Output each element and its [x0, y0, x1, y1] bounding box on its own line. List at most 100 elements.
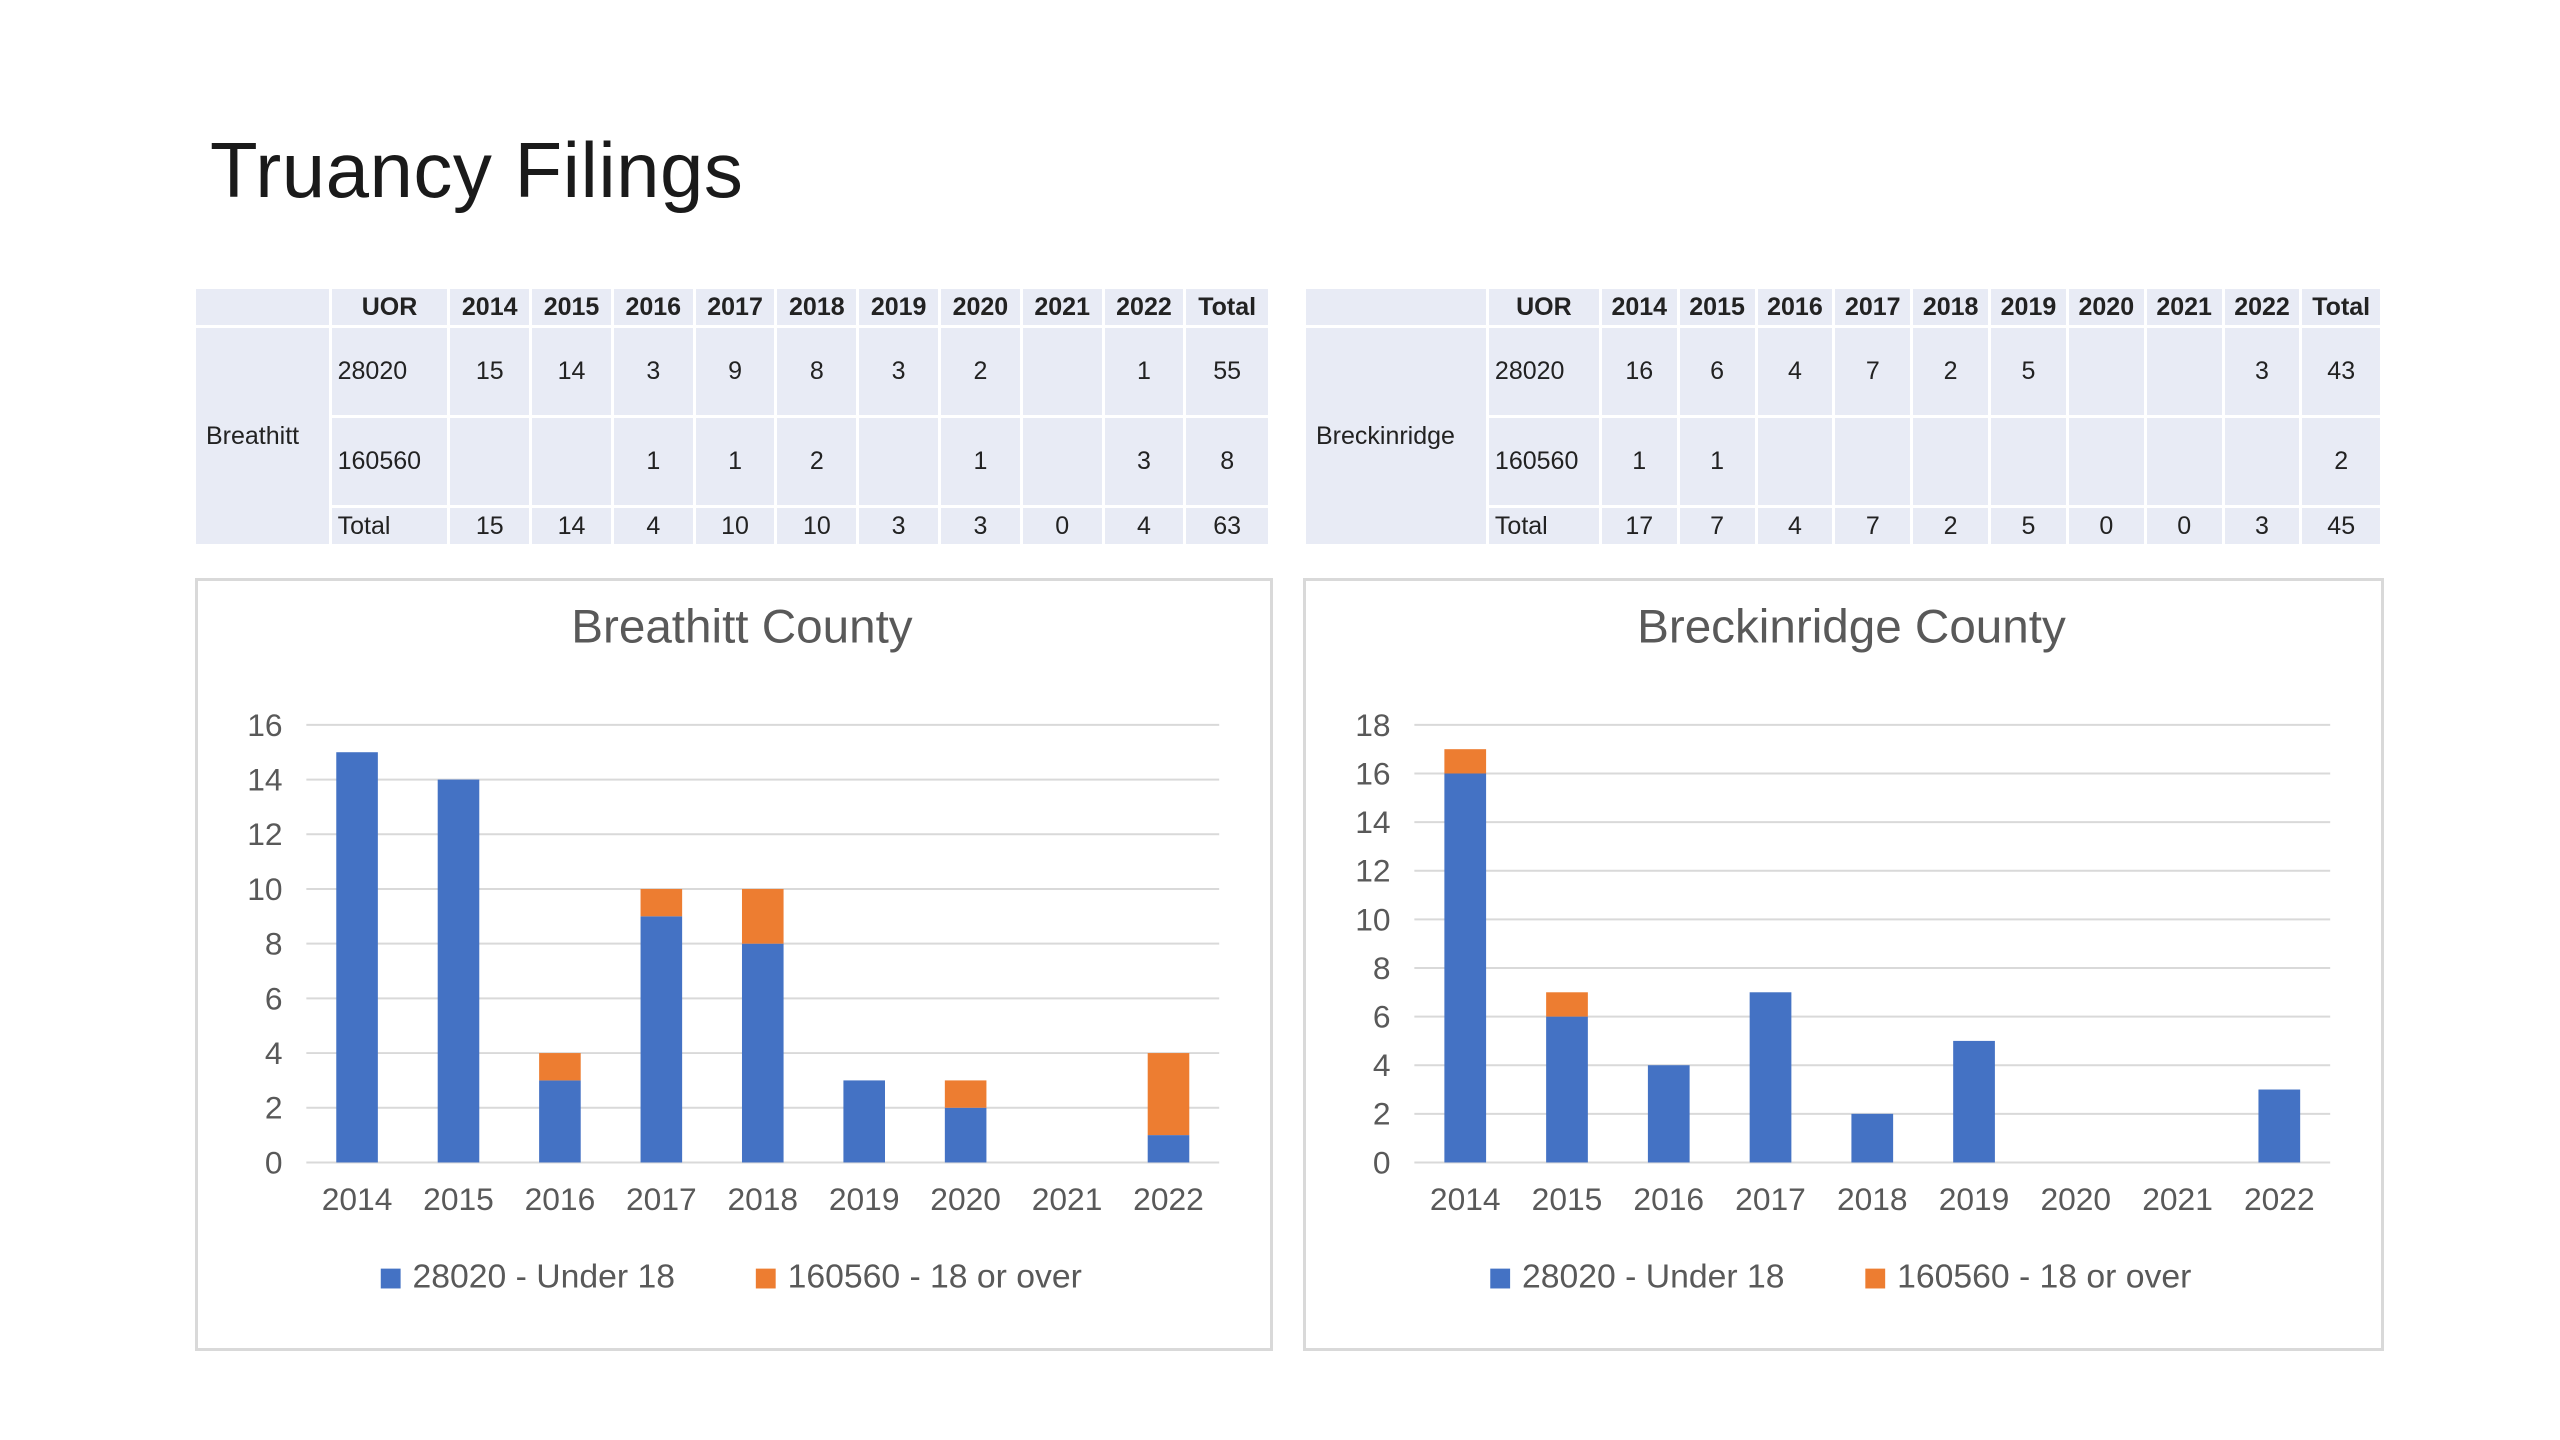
table-cell: 2: [1913, 508, 1989, 544]
table-header-cell: UOR: [331, 289, 448, 325]
table-header-cell: 2018: [777, 289, 857, 325]
table-cell: 14: [532, 328, 611, 415]
legend-label: 28020 - Under 18: [1522, 1257, 1784, 1295]
breathitt-table: UOR 2014 2015 2016 2017 2018 2019 2020 2021 2022 T…: [193, 286, 1271, 547]
county-name-cell: Breckinridge: [1306, 328, 1486, 544]
table-header-cell: 2022: [2224, 289, 2300, 325]
table-cell: 3: [613, 328, 693, 415]
x-tick-label: 2022: [2244, 1181, 2315, 1217]
table-cell: 16: [1601, 328, 1677, 415]
table-row: 160560 1 1 2 1 3 8: [196, 418, 1268, 505]
table-header-cell: 2020: [2068, 289, 2144, 325]
table-header-cell: Total: [2302, 289, 2380, 325]
table-cell: 45: [2302, 508, 2380, 544]
table-cell: [2068, 418, 2144, 505]
table-cell: 3: [859, 508, 939, 544]
table-cell: 15: [450, 508, 530, 544]
x-tick-label: 2019: [1939, 1181, 2010, 1217]
table-cell: 0: [2146, 508, 2222, 544]
y-tick-label: 8: [1373, 950, 1391, 986]
bar-under-18: [843, 1080, 885, 1163]
table-cell: 4: [1757, 508, 1833, 544]
legend-label: 28020 - Under 18: [413, 1257, 675, 1295]
x-tick-label: 2016: [1633, 1181, 1704, 1217]
table-cell: 15: [450, 328, 530, 415]
table-cell: 7: [1835, 508, 1911, 544]
x-tick-label: 2017: [1735, 1181, 1806, 1217]
uor-cell: 28020: [331, 328, 448, 415]
breathitt-chart-svg: Breathitt County 0 2 4 6 8 10 12 14 16 2014 2015 201…: [247, 601, 1220, 1295]
table-header-cell: 2017: [695, 289, 775, 325]
x-tick-label: 2017: [626, 1181, 697, 1217]
y-tick-label: 14: [1355, 804, 1390, 840]
table-header-cell: 2017: [1835, 289, 1911, 325]
bar-18-or-over: [640, 888, 683, 917]
table-cell: 8: [777, 328, 857, 415]
table-cell: [859, 418, 939, 505]
table-cell: 1: [1601, 418, 1677, 505]
table-header-cell: 2019: [859, 289, 939, 325]
breckinridge-chart: Breckinridge County 0 2 4 6 8 10 12 14 16 18 2014 20…: [1303, 578, 2384, 1351]
bar-under-18: [640, 916, 683, 1163]
table-cell: 10: [777, 508, 857, 544]
table-cell: [1757, 418, 1833, 505]
bar-18-or-over: [1444, 749, 1487, 774]
county-name-cell: Breathitt: [196, 328, 329, 544]
table-header-cell: UOR: [1488, 289, 1599, 325]
table-cell: 4: [1104, 508, 1184, 544]
legend-swatch: [1490, 1268, 1511, 1289]
table-header-cell: 2015: [1679, 289, 1755, 325]
table-cell: 10: [695, 508, 775, 544]
table-header-row: UOR 2014 2015 2016 2017 2018 2019 2020 2021 2022 T…: [196, 289, 1268, 325]
table-cell: [2224, 418, 2300, 505]
bar-18-or-over: [1546, 992, 1588, 1017]
bar-18-or-over: [741, 888, 784, 944]
table-cell: [2146, 328, 2222, 415]
table-cell: 1: [613, 418, 693, 505]
x-tick-label: 2022: [1133, 1181, 1204, 1217]
table-header-cell: [196, 289, 329, 325]
table-cell: [1913, 418, 1989, 505]
x-tick-label: 2019: [829, 1181, 900, 1217]
table-header-cell: 2021: [1022, 289, 1102, 325]
uor-cell: Total: [331, 508, 448, 544]
table-cell: 0: [2068, 508, 2144, 544]
bar-under-18: [1953, 1040, 1995, 1163]
table-cell: 4: [1757, 328, 1833, 415]
chart-title: Breathitt County: [571, 601, 913, 654]
table-row: Total 15 14 4 10 10 3 3 0 4 63: [196, 508, 1268, 544]
table-cell: [2146, 418, 2222, 505]
table-header-cell: 2018: [1913, 289, 1989, 325]
table-header-cell: Total: [1186, 289, 1268, 325]
table-header-row: UOR 2014 2015 2016 2017 2018 2019 2020 2021 2022 T…: [1306, 289, 2380, 325]
table-cell: 1: [941, 418, 1020, 505]
bar-under-18: [1546, 1016, 1588, 1163]
x-tick-label: 2015: [423, 1181, 494, 1217]
table-cell: 3: [941, 508, 1020, 544]
table-cell: [1835, 418, 1911, 505]
table-header-cell: 2016: [613, 289, 693, 325]
bar-under-18: [2258, 1089, 2301, 1163]
table-cell: 2: [777, 418, 857, 505]
table-cell: [1022, 328, 1102, 415]
table-cell: 3: [2224, 508, 2300, 544]
table-cell: 6: [1679, 328, 1755, 415]
y-tick-label: 14: [247, 761, 282, 797]
x-tick-label: 2014: [322, 1181, 393, 1217]
x-tick-label: 2021: [1032, 1181, 1103, 1217]
table-cell: 2: [2302, 418, 2380, 505]
bar-under-18: [741, 943, 784, 1163]
table-cell: 7: [1835, 328, 1911, 415]
table-row: Breckinridge 28020 16 6 4 7 2 5 3 43: [1306, 328, 2380, 544]
table-cell: [1991, 418, 2066, 505]
y-tick-label: 0: [1373, 1144, 1391, 1180]
table-cell: 8: [1186, 418, 1268, 505]
bar-under-18: [336, 752, 378, 1163]
table-cell: 4: [613, 508, 693, 544]
x-tick-label: 2020: [930, 1181, 1001, 1217]
bar-under-18: [1647, 1065, 1690, 1163]
bar-under-18: [437, 779, 480, 1163]
table-cell: 1: [1104, 328, 1184, 415]
table-cell: 1: [695, 418, 775, 505]
table-header-cell: 2021: [2146, 289, 2222, 325]
